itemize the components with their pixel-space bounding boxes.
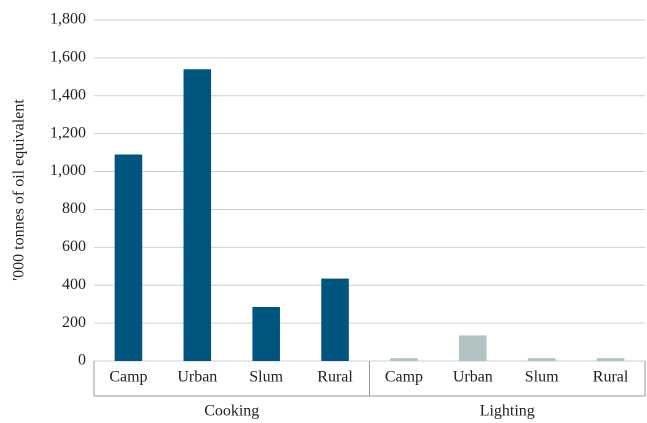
bar (527, 358, 556, 361)
x-tick-label: Urban (177, 369, 217, 386)
bar (596, 358, 625, 361)
group-label: Cooking (204, 403, 259, 420)
y-tick-label: 600 (62, 238, 86, 255)
bar (459, 335, 487, 361)
y-tick-label: 1,600 (50, 49, 86, 66)
y-tick-label: 1,200 (50, 124, 86, 141)
bar (114, 154, 143, 361)
group-label: Lighting (480, 403, 535, 420)
bar (252, 307, 280, 361)
y-tick-label: 400 (62, 276, 86, 293)
y-axis-label: '000 tonnes of oil equivalent (11, 99, 28, 281)
x-tick-label: Slum (525, 369, 559, 386)
x-tick-label: Camp (109, 369, 147, 386)
y-tick-label: 200 (62, 314, 86, 331)
y-tick-label: 1,000 (50, 162, 86, 179)
y-tick-label: 1,400 (50, 86, 86, 103)
x-tick-label: Camp (385, 369, 423, 386)
x-tick-label: Rural (317, 369, 353, 386)
y-tick-label: 1,800 (50, 11, 86, 28)
y-tick-label: 0 (78, 352, 86, 369)
bar (390, 358, 418, 361)
x-tick-label: Slum (249, 369, 283, 386)
y-tick-label: 800 (62, 200, 86, 217)
x-tick-label: Urban (453, 369, 493, 386)
bar (321, 278, 349, 361)
x-tick-label: Rural (593, 369, 629, 386)
bar (183, 69, 212, 361)
